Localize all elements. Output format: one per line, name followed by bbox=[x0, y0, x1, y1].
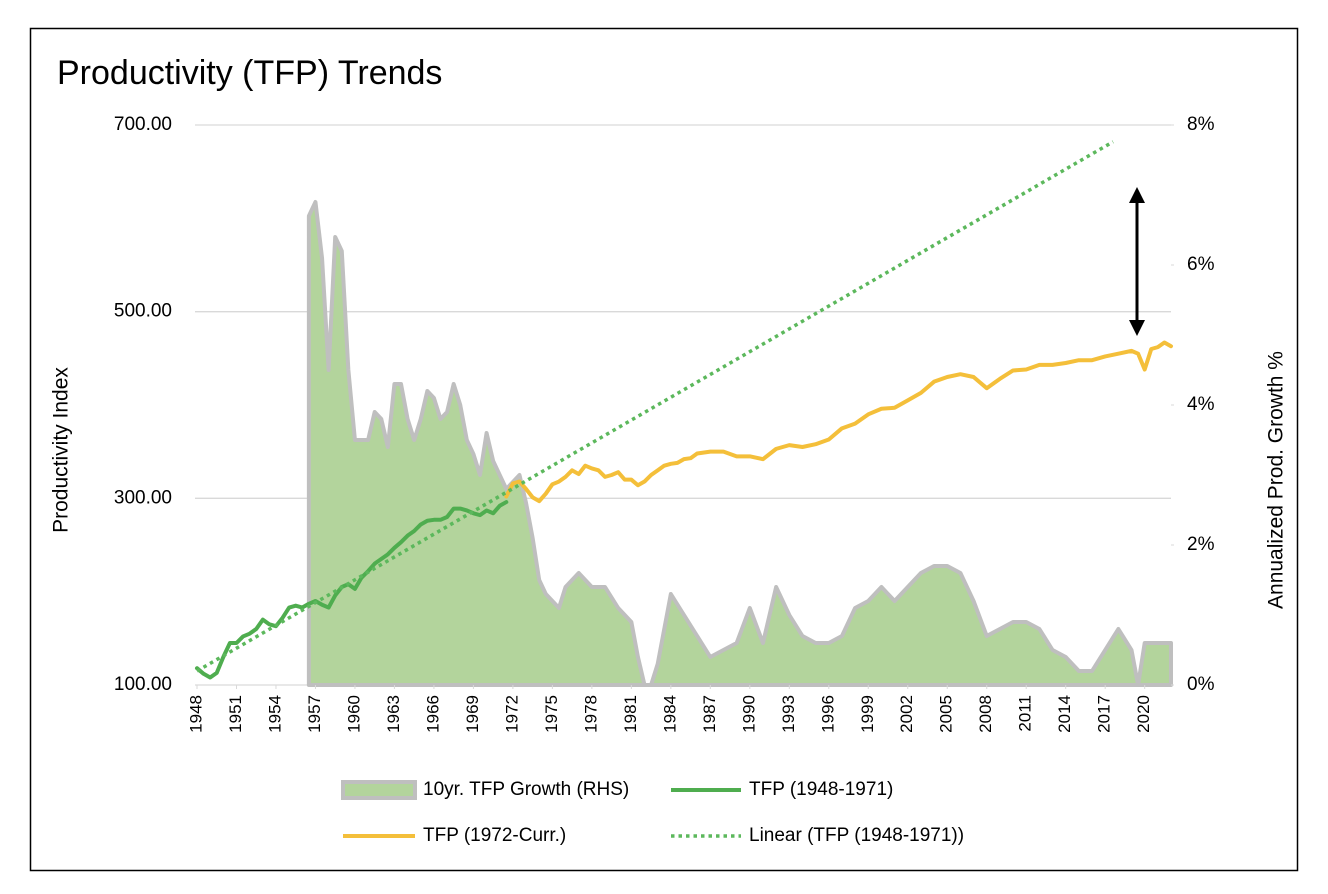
legend: 10yr. TFP Growth (RHS) TFP (1948-1971) TFP… bbox=[341, 779, 964, 846]
plot bbox=[195, 140, 1173, 687]
x-tick-label: 1969 bbox=[463, 695, 482, 733]
y-tick-label: 700.00 bbox=[114, 114, 172, 135]
legend-label: 10yr. TFP Growth (RHS) bbox=[423, 779, 629, 800]
x-tick-label: 1951 bbox=[226, 695, 245, 733]
x-tick-label: 1981 bbox=[621, 695, 640, 733]
line-series bbox=[195, 500, 509, 680]
chart-title: Productivity (TFP) Trends bbox=[57, 54, 442, 92]
x-tick-label: 2005 bbox=[937, 695, 956, 733]
legend-label: TFP (1948-1971) bbox=[749, 779, 893, 800]
x-tick-label: 2017 bbox=[1095, 695, 1114, 733]
legend-label: TFP (1972-Curr.) bbox=[423, 825, 566, 846]
x-tick-label: 1978 bbox=[581, 695, 600, 733]
chart-frame bbox=[29, 27, 1299, 872]
arrow-head bbox=[1129, 320, 1145, 336]
labels: 100.00 300.00 500.00 700.00 0% 2% 4% 6% 8% 1948 19… bbox=[114, 114, 1215, 733]
x-tick-label: 1972 bbox=[502, 695, 521, 733]
x-tick-label: 2011 bbox=[1016, 695, 1035, 732]
x-tick-label: 1948 bbox=[186, 695, 205, 733]
y-tick-label: 100.00 bbox=[114, 674, 172, 695]
area-series bbox=[306, 200, 1173, 687]
x-tick-label: 1963 bbox=[384, 695, 403, 733]
legend-label: Linear (TFP (1948-1971)) bbox=[749, 825, 964, 846]
x-tick-label: 1957 bbox=[305, 695, 324, 733]
x-tick-label: 1975 bbox=[542, 695, 561, 733]
x-tick-label: 2008 bbox=[976, 695, 995, 733]
x-tick-label: 1996 bbox=[818, 695, 837, 733]
legend-swatch bbox=[341, 780, 417, 800]
y-tick-label: 500.00 bbox=[114, 301, 172, 322]
x-tick-label: 1966 bbox=[423, 695, 442, 733]
y2-tick-label: 0% bbox=[1187, 674, 1215, 695]
y-axis-title: Productivity Index bbox=[50, 367, 73, 533]
x-tick-label: 1954 bbox=[265, 695, 284, 733]
y2-axis-title: Annualized Prod. Growth % bbox=[1265, 351, 1288, 609]
x-tick-label: 1999 bbox=[858, 695, 877, 733]
x-tick-label: 1993 bbox=[779, 695, 798, 733]
x-tick-label: 1987 bbox=[700, 695, 719, 733]
x-tick-label: 1984 bbox=[660, 695, 679, 733]
y-tick-label: 300.00 bbox=[114, 487, 172, 508]
x-tick-label: 1960 bbox=[344, 695, 363, 733]
x-tick-label: 2014 bbox=[1055, 695, 1074, 733]
y2-tick-label: 8% bbox=[1187, 114, 1215, 135]
y2-tick-label: 6% bbox=[1187, 254, 1215, 275]
y2-tick-label: 2% bbox=[1187, 534, 1215, 555]
arrow-head bbox=[1129, 187, 1145, 203]
x-tick-label: 1990 bbox=[739, 695, 758, 733]
x-tick-label: 2020 bbox=[1134, 695, 1153, 733]
gap-arrow bbox=[1129, 187, 1145, 336]
x-tick-label: 2002 bbox=[897, 695, 916, 733]
line-series bbox=[504, 340, 1173, 504]
y2-tick-label: 4% bbox=[1187, 394, 1215, 415]
